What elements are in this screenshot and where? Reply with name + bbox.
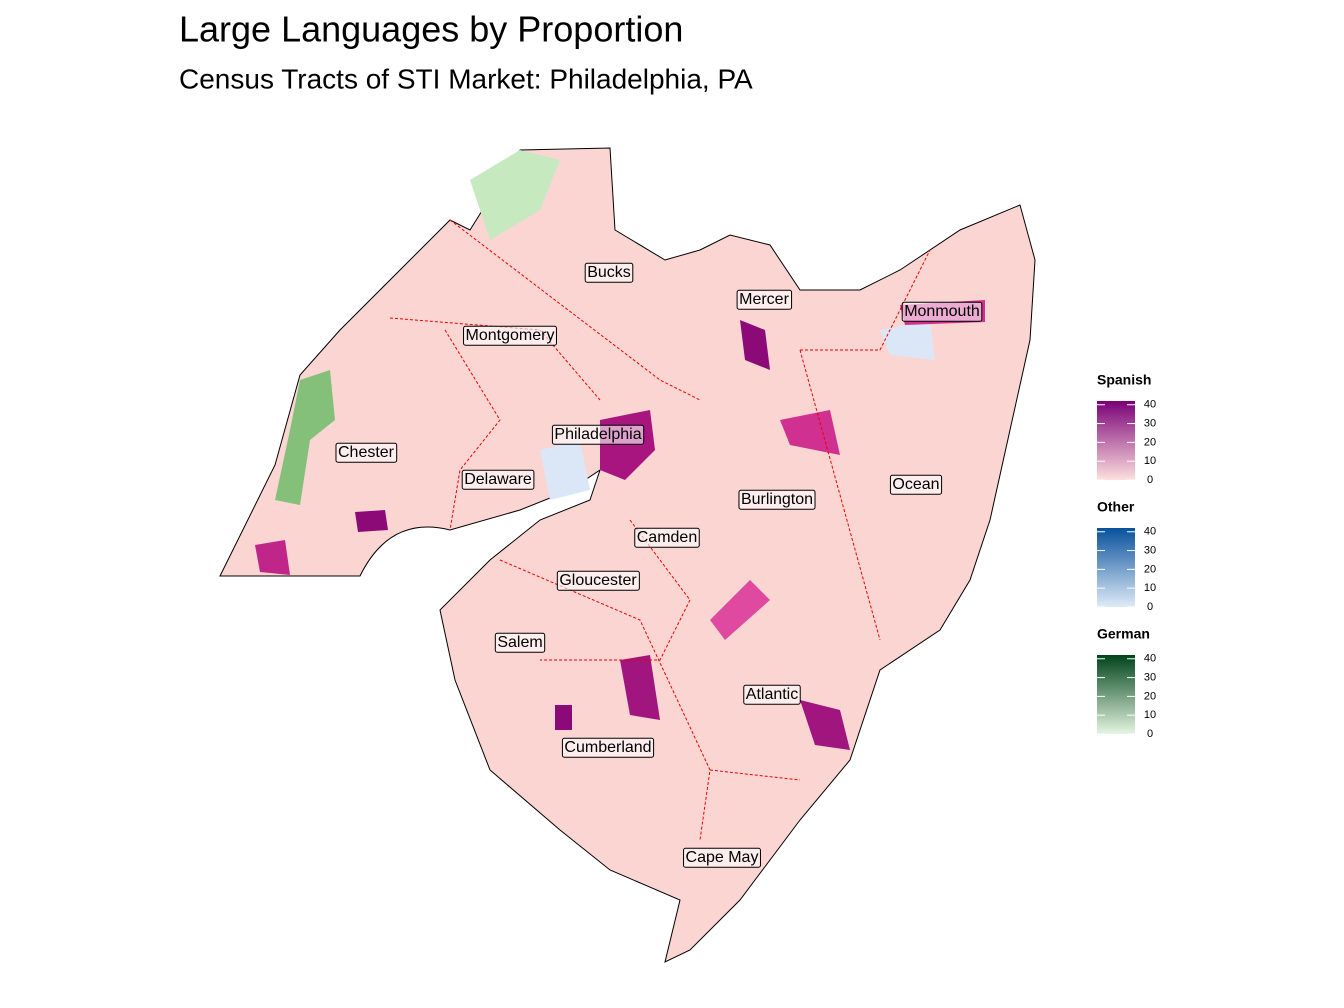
- other-area: [880, 320, 935, 360]
- tick-label: 10: [1144, 455, 1156, 467]
- color-bar: [1097, 655, 1135, 734]
- label-box: [561, 737, 655, 758]
- legend-title: German: [1097, 626, 1150, 642]
- other-area: [540, 440, 590, 500]
- county-labels: Bucks Mercer Monmouth Montgomery Philadelphi…: [335, 262, 983, 868]
- color-bar: [1097, 528, 1135, 607]
- tick-label: 20: [1144, 436, 1156, 448]
- county-name: Mercer: [739, 291, 789, 308]
- label-box: [889, 474, 943, 495]
- title: Large Languages by Proportion: [179, 9, 683, 50]
- county-name: Cumberland: [564, 739, 651, 756]
- county-label: Montgomery: [463, 325, 557, 346]
- county-label: Cape May: [683, 847, 761, 868]
- tick-label: 40: [1144, 399, 1156, 411]
- county-name: Montgomery: [466, 327, 555, 344]
- label-box: [556, 570, 640, 591]
- county-label: Mercer: [736, 289, 793, 310]
- label-box: [683, 847, 761, 868]
- county-label: Salem: [494, 632, 546, 653]
- county-name: Monmouth: [904, 303, 980, 320]
- county-name: Atlantic: [746, 686, 798, 703]
- label-box: [551, 424, 645, 445]
- county-label: Burlington: [738, 489, 816, 510]
- county-label: Gloucester: [556, 570, 640, 591]
- subtitle: Census Tracts of STI Market: Philadelphi…: [179, 63, 753, 94]
- county-label: Cumberland: [561, 737, 655, 758]
- label-box: [494, 632, 546, 653]
- region-outline: [219, 147, 1036, 963]
- label-box: [335, 442, 398, 463]
- german-area: [470, 150, 560, 240]
- legend-title: Other: [1097, 499, 1135, 515]
- county-label: Monmouth: [901, 301, 983, 322]
- county-label: Delaware: [461, 469, 535, 490]
- county-label: Camden: [634, 527, 700, 548]
- color-bar: [1097, 401, 1135, 480]
- county-label: Ocean: [889, 474, 943, 495]
- tick-label: 40: [1144, 653, 1156, 665]
- spanish-hotspot: [555, 705, 572, 730]
- spanish-hotspot: [780, 410, 840, 455]
- county-name: Bucks: [587, 264, 631, 281]
- county-border: [444, 329, 501, 531]
- tick-label: 0: [1147, 474, 1153, 486]
- county-name: Chester: [338, 444, 395, 461]
- label-box: [584, 262, 634, 283]
- spanish-hotspot: [740, 320, 770, 370]
- tick-label: 30: [1144, 671, 1156, 683]
- spanish-hotspot: [710, 580, 770, 640]
- legend-title: Spanish: [1097, 372, 1151, 388]
- county-label: Bucks: [584, 262, 634, 283]
- tick-label: 20: [1144, 563, 1156, 575]
- spanish-hotspot: [355, 510, 388, 532]
- tick-label: 40: [1144, 526, 1156, 538]
- county-name: Delaware: [464, 471, 532, 488]
- label-box: [634, 527, 700, 548]
- spanish-hotspot: [255, 540, 290, 575]
- county-border: [709, 769, 801, 781]
- tick-label: 10: [1144, 582, 1156, 594]
- legends: Spanish 0 10 20 30 40 Other 0 10 20 30 40 German 0 10 2…: [1097, 372, 1156, 740]
- spanish-hotspot: [800, 700, 850, 750]
- tick-label: 0: [1147, 728, 1153, 740]
- county-name: Cape May: [686, 849, 759, 866]
- tick-label: 30: [1144, 544, 1156, 556]
- tick-label: 0: [1147, 601, 1153, 613]
- label-box: [743, 684, 801, 705]
- county-label: Atlantic: [743, 684, 801, 705]
- county-label: Chester: [335, 442, 398, 463]
- county-border: [540, 519, 691, 661]
- tick-label: 10: [1144, 709, 1156, 721]
- county-border: [799, 349, 881, 641]
- label-box: [463, 325, 557, 346]
- label-box: [736, 289, 793, 310]
- county-name: Salem: [497, 634, 542, 651]
- spanish-hotspot: [620, 655, 660, 720]
- label-box: [738, 489, 816, 510]
- german-area: [275, 370, 335, 505]
- county-name: Ocean: [892, 476, 939, 493]
- tick-label: 20: [1144, 690, 1156, 702]
- label-box: [901, 301, 983, 322]
- county-label: Philadelphia: [551, 424, 645, 445]
- county-name: Philadelphia: [554, 426, 641, 443]
- county-name: Gloucester: [559, 572, 637, 589]
- tick-label: 30: [1144, 417, 1156, 429]
- county-border: [800, 249, 931, 351]
- label-box: [461, 469, 535, 490]
- county-name: Burlington: [741, 491, 813, 508]
- county-name: Camden: [637, 529, 697, 546]
